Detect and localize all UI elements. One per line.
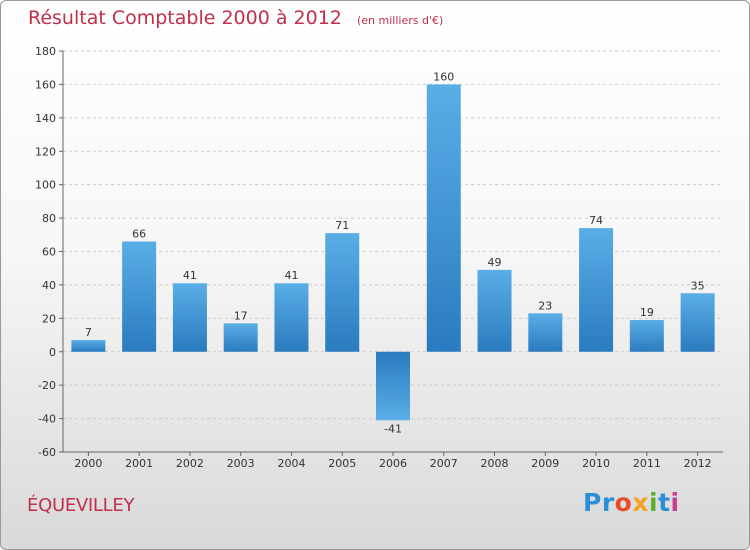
data-label: 71	[335, 219, 349, 232]
y-tick-label: 100	[35, 179, 56, 192]
y-tick-label: 80	[42, 212, 56, 225]
data-label: 160	[433, 70, 454, 83]
x-tick-label: 2003	[227, 457, 255, 470]
commune-name: ÉQUEVILLEY	[27, 495, 135, 516]
data-label: 7	[85, 326, 92, 339]
x-tick-label: 2001	[125, 457, 153, 470]
data-label: 49	[488, 256, 502, 269]
bar-2010	[579, 228, 614, 352]
logo-part: i	[648, 488, 659, 517]
y-tick-label: 140	[35, 112, 56, 125]
data-label: 74	[589, 214, 603, 227]
data-label: 17	[234, 309, 248, 322]
bar-2004	[274, 283, 309, 352]
x-tick-label: 2011	[633, 457, 661, 470]
bar-2008	[477, 269, 512, 352]
y-tick-label: -60	[38, 446, 56, 459]
data-label: -41	[384, 422, 402, 435]
y-tick-label: -40	[38, 413, 56, 426]
x-tick-label: 2004	[277, 457, 305, 470]
y-tick-label: -20	[38, 379, 56, 392]
y-tick-label: 180	[35, 45, 56, 58]
y-tick-label: 40	[42, 279, 56, 292]
bar-2001	[122, 241, 157, 352]
bar-2006	[376, 351, 410, 421]
chart-title: Résultat Comptable 2000 à 2012	[28, 7, 342, 29]
logo-part: i	[670, 488, 680, 517]
data-label: 19	[640, 306, 654, 319]
bar-2000	[71, 340, 106, 352]
bar-2003	[223, 323, 258, 352]
x-tick-label: 2009	[531, 457, 559, 470]
bar-2002	[172, 283, 207, 352]
bar-2011	[629, 320, 664, 352]
bar-2005	[325, 233, 360, 352]
x-tick-label: 2005	[328, 457, 356, 470]
bar-2009	[528, 313, 563, 352]
y-tick-label: 20	[42, 312, 56, 325]
proxiti-logo: Proxiti	[583, 488, 680, 517]
chart-subtitle: (en milliers d'€)	[356, 14, 444, 27]
logo-part: t	[658, 488, 671, 517]
x-tick-label: 2006	[379, 457, 407, 470]
x-tick-label: 2007	[430, 457, 458, 470]
y-tick-label: 160	[35, 78, 56, 91]
chart-title-block: Résultat Comptable 2000 à 2012 (en milli…	[28, 7, 443, 29]
data-label: 66	[132, 227, 146, 240]
data-label: 41	[284, 269, 298, 282]
x-tick-label: 2008	[481, 457, 509, 470]
y-tick-label: 0	[49, 346, 56, 359]
y-tick-label: 120	[35, 145, 56, 158]
x-tick-label: 2000	[74, 457, 102, 470]
data-label: 23	[538, 299, 552, 312]
x-tick-label: 2010	[582, 457, 610, 470]
x-tick-label: 2012	[684, 457, 712, 470]
data-label: 35	[691, 279, 705, 292]
y-tick-label: 60	[42, 246, 56, 259]
x-tick-label: 2002	[176, 457, 204, 470]
logo-part: Pr	[583, 488, 615, 517]
logo-part: x	[632, 488, 649, 517]
data-label: 41	[183, 269, 197, 282]
logo-part: o	[614, 488, 633, 517]
bar-2007	[426, 84, 461, 352]
bar-2012	[680, 293, 715, 352]
